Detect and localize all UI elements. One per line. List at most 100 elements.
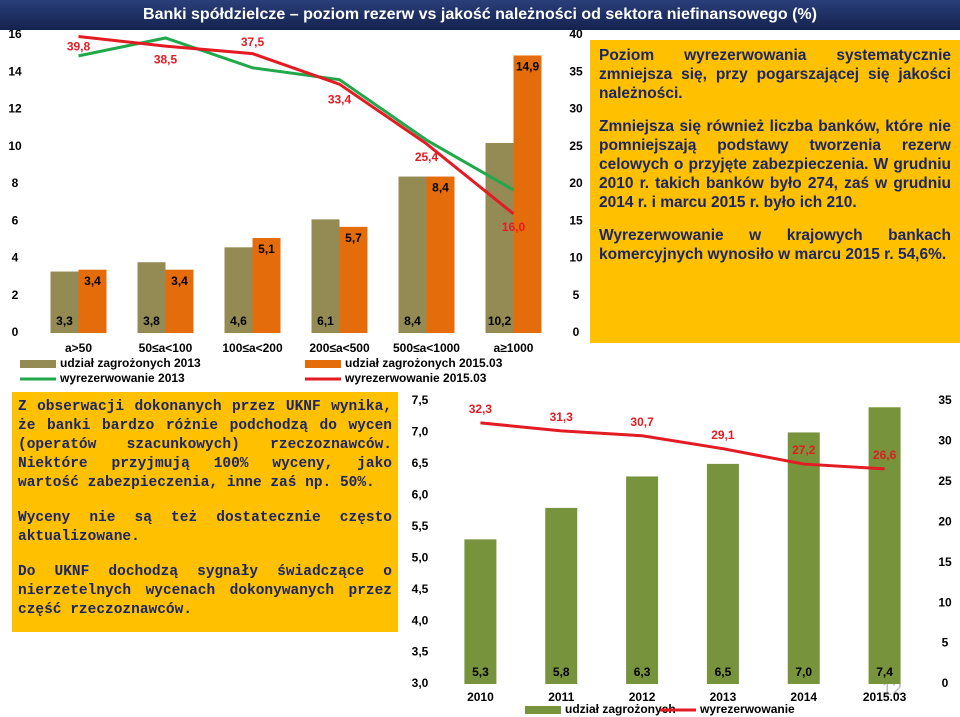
y-tick-label: 3,5 — [412, 645, 429, 659]
y-tick-label: 3,0 — [412, 676, 429, 690]
bar — [426, 176, 455, 333]
line-value-label: 32,3 — [469, 402, 493, 416]
bar — [78, 269, 107, 333]
bar-value-label: 8,4 — [432, 181, 449, 195]
legend-label: wyrezerwowanie 2013 — [59, 371, 185, 385]
bar — [868, 407, 901, 684]
x-tick-label: a≥1000 — [494, 341, 534, 355]
bar — [224, 247, 253, 333]
bar — [137, 262, 166, 333]
y-tick-label: 4,5 — [412, 582, 429, 596]
bar-value-label: 3,8 — [143, 314, 160, 328]
x-tick-label: 2012 — [629, 690, 656, 704]
x-tick-label: a>50 — [65, 341, 92, 355]
y-tick-label: 2 — [12, 288, 19, 302]
bar-value-label: 6,1 — [317, 314, 334, 328]
legend-swatch — [305, 360, 341, 368]
x-tick-label: 2015.03 — [863, 690, 907, 704]
note: Poziom wyrezerwowania systematycznie zmn… — [599, 47, 951, 102]
bar — [464, 539, 497, 684]
bar — [513, 55, 542, 334]
x-tick-label: 500≤a<1000 — [393, 341, 460, 355]
y-tick-label: 0 — [12, 325, 19, 339]
bar — [311, 219, 340, 333]
y2-tick-label: 15 — [938, 555, 952, 569]
title-bar: Banki spółdzielcze – poziom rezerw vs ja… — [0, 0, 960, 30]
y2-tick-label: 10 — [569, 251, 583, 265]
line-value-label: 37,5 — [241, 35, 265, 49]
y-tick-label: 4 — [12, 251, 19, 265]
y-tick-label: 16 — [8, 27, 22, 41]
bar — [252, 238, 281, 333]
bar-value-label: 7,4 — [876, 665, 893, 679]
bar — [485, 143, 514, 333]
y2-tick-label: 20 — [938, 514, 952, 528]
bar-value-label: 8,4 — [404, 314, 421, 328]
note: Zmniejsza się również liczba banków, któ… — [599, 118, 951, 211]
line — [78, 36, 515, 192]
y-tick-label: 7,0 — [412, 425, 429, 439]
bar — [339, 226, 368, 333]
bar — [706, 463, 739, 684]
note: Do UKNF dochodzą sygnały świadczące o ni… — [18, 564, 392, 618]
bar-value-label: 14,9 — [516, 60, 540, 74]
x-tick-label: 2011 — [548, 690, 574, 704]
y-tick-label: 12 — [8, 102, 22, 116]
y2-tick-label: 35 — [938, 393, 952, 407]
y-tick-label: 5,5 — [412, 519, 429, 533]
bar — [398, 176, 427, 333]
y2-tick-label: 0 — [942, 676, 949, 690]
y-tick-label: 7,5 — [412, 393, 429, 407]
line-value-label: 25,4 — [415, 150, 439, 164]
bar-value-label: 3,4 — [84, 274, 101, 288]
y-tick-label: 6 — [12, 213, 19, 227]
bar-value-label: 3,3 — [56, 314, 73, 328]
bar — [626, 476, 659, 684]
bar-value-label: 6,3 — [634, 665, 651, 679]
y-tick-label: 5,0 — [412, 550, 429, 564]
y-tick-label: 8 — [12, 176, 19, 190]
line-value-label: 27,2 — [792, 443, 816, 457]
y2-tick-label: 30 — [938, 434, 952, 448]
line-value-label: 29,1 — [711, 428, 735, 442]
bar — [545, 507, 578, 684]
line-value-label: 33,4 — [328, 92, 352, 106]
bar-value-label: 5,8 — [553, 665, 570, 679]
legend-swatch — [525, 706, 561, 714]
bar — [787, 432, 820, 684]
note-box: Poziom wyrezerwowania systematycznie zmn… — [590, 40, 960, 343]
y2-tick-label: 25 — [569, 139, 583, 153]
line-value-label: 39,8 — [67, 40, 91, 54]
bar — [50, 271, 79, 333]
bar-value-label: 5,7 — [345, 231, 362, 245]
x-tick-label: 100≤a<200 — [222, 341, 283, 355]
legend-label: wyrezerwowanie 2015.03 — [344, 371, 487, 385]
x-tick-label: 50≤a<100 — [139, 341, 193, 355]
y-tick-label: 4,0 — [412, 613, 429, 627]
note: Wyrezerwowanie w krajowych bankach komer… — [599, 227, 951, 263]
y-tick-label: 14 — [8, 64, 22, 78]
x-tick-label: 2013 — [710, 690, 737, 704]
line-value-label: 16,0 — [502, 220, 526, 234]
bar — [165, 269, 194, 333]
x-tick-label: 2010 — [467, 690, 494, 704]
line — [78, 34, 515, 215]
x-tick-label: 2014 — [790, 690, 817, 704]
bar-value-label: 6,5 — [715, 665, 732, 679]
legend-label: wyrezerwowanie — [699, 702, 795, 716]
y-tick-label: 10 — [8, 139, 22, 153]
y2-tick-label: 40 — [569, 27, 583, 41]
legend-swatch — [20, 360, 56, 368]
line — [480, 421, 885, 471]
legend-label: udział zagrożonych 2015.03 — [345, 356, 503, 370]
y2-tick-label: 35 — [569, 64, 583, 78]
bar-value-label: 7,0 — [795, 665, 812, 679]
y2-tick-label: 15 — [569, 213, 583, 227]
bar-value-label: 10,2 — [488, 314, 512, 328]
note: Z obserwacji dokonanych przez UKNF wynik… — [18, 399, 392, 491]
y2-tick-label: 5 — [573, 288, 580, 302]
note-box: Z obserwacji dokonanych przez UKNF wynik… — [12, 392, 398, 632]
legend-label: udział zagrożonych — [565, 702, 676, 716]
